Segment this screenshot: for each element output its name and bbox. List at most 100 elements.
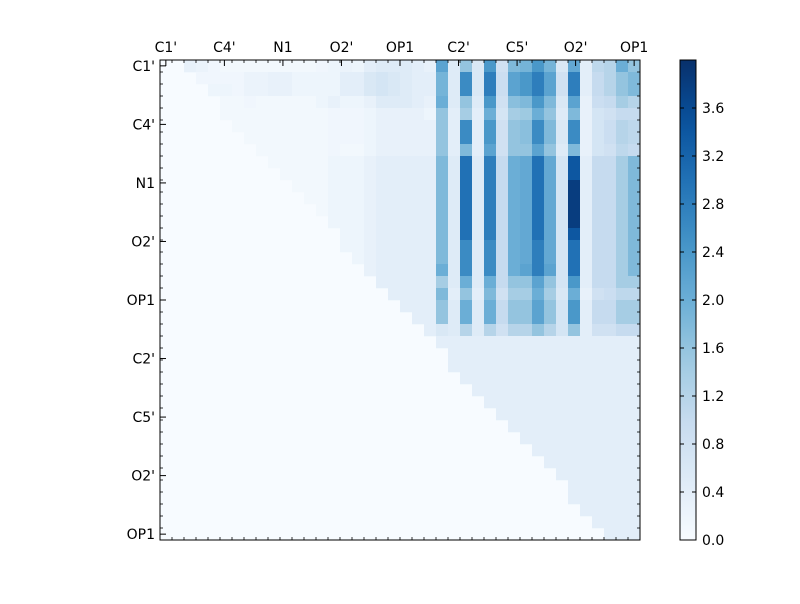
heatmap-cell bbox=[544, 420, 557, 433]
heatmap-cell bbox=[544, 300, 557, 313]
heatmap-cell bbox=[304, 192, 317, 205]
heatmap-cell bbox=[556, 216, 569, 229]
heatmap-cell bbox=[508, 216, 521, 229]
heatmap-cell bbox=[448, 156, 461, 169]
heatmap-cell bbox=[364, 168, 377, 181]
heatmap-cell bbox=[460, 72, 473, 85]
heatmap-cell bbox=[376, 132, 389, 145]
heatmap-cell bbox=[364, 60, 377, 73]
heatmap-cell bbox=[568, 252, 581, 265]
heatmap-cell bbox=[592, 516, 605, 529]
heatmap-cell bbox=[508, 276, 521, 289]
heatmap-cell bbox=[496, 288, 509, 301]
heatmap-cell bbox=[496, 312, 509, 325]
heatmap-cell bbox=[460, 108, 473, 121]
heatmap-cell bbox=[376, 168, 389, 181]
heatmap-cell bbox=[556, 324, 569, 337]
heatmap-cell bbox=[484, 348, 497, 361]
heatmap-cell bbox=[520, 228, 533, 241]
heatmap-cell bbox=[616, 60, 629, 73]
heatmap-cell bbox=[628, 108, 641, 121]
heatmap-cell bbox=[352, 120, 365, 133]
heatmap-cell bbox=[268, 132, 281, 145]
heatmap-cell bbox=[304, 180, 317, 193]
heatmap-cell bbox=[496, 264, 509, 277]
heatmap-cell bbox=[496, 240, 509, 253]
heatmap-cell bbox=[580, 288, 593, 301]
heatmap-cell bbox=[592, 192, 605, 205]
heatmap-cell bbox=[568, 300, 581, 313]
heatmap-cell bbox=[364, 156, 377, 169]
heatmap-cell bbox=[412, 144, 425, 157]
heatmap-cell bbox=[508, 372, 521, 385]
heatmap-cell bbox=[532, 288, 545, 301]
heatmap-cell bbox=[376, 156, 389, 169]
heatmap-cell bbox=[376, 228, 389, 241]
heatmap-cell bbox=[412, 252, 425, 265]
heatmap-cell bbox=[472, 264, 485, 277]
heatmap-cell bbox=[484, 60, 497, 73]
heatmap-cell bbox=[592, 240, 605, 253]
heatmap-cell bbox=[520, 156, 533, 169]
heatmap-cell bbox=[604, 420, 617, 433]
heatmap-cell bbox=[436, 108, 449, 121]
heatmap-cell bbox=[484, 108, 497, 121]
heatmap-cell bbox=[388, 228, 401, 241]
heatmap-cell bbox=[532, 408, 545, 421]
heatmap-cell bbox=[556, 84, 569, 97]
heatmap-cell bbox=[520, 120, 533, 133]
heatmap-cell bbox=[628, 384, 641, 397]
heatmap-cell bbox=[580, 480, 593, 493]
heatmap-cell bbox=[628, 420, 641, 433]
heatmap-cell bbox=[604, 432, 617, 445]
heatmap-cell bbox=[556, 384, 569, 397]
colorbar-tick-label: 1.6 bbox=[702, 341, 724, 357]
heatmap-cell bbox=[388, 84, 401, 97]
y-tick-label: C4' bbox=[132, 117, 155, 133]
heatmap-cell bbox=[604, 84, 617, 97]
heatmap-cell bbox=[496, 180, 509, 193]
heatmap-cell bbox=[520, 336, 533, 349]
heatmap-cell bbox=[508, 312, 521, 325]
heatmap-cell bbox=[280, 156, 293, 169]
heatmap-cell bbox=[316, 72, 329, 85]
heatmap-cell bbox=[460, 336, 473, 349]
heatmap-cell bbox=[604, 96, 617, 109]
heatmap-cell bbox=[496, 396, 509, 409]
heatmap-cell bbox=[292, 72, 305, 85]
heatmap-cell bbox=[292, 84, 305, 97]
heatmap-cell bbox=[484, 336, 497, 349]
heatmap-cell bbox=[364, 192, 377, 205]
heatmap-cell bbox=[496, 324, 509, 337]
heatmap-cell bbox=[508, 264, 521, 277]
heatmap-cell bbox=[508, 204, 521, 217]
heatmap-cell bbox=[556, 396, 569, 409]
heatmap-cell bbox=[520, 324, 533, 337]
heatmap-cell bbox=[556, 432, 569, 445]
heatmap-cell bbox=[628, 444, 641, 457]
heatmap-cell bbox=[460, 216, 473, 229]
heatmap-cell bbox=[472, 132, 485, 145]
y-tick-label: C5' bbox=[132, 410, 155, 426]
heatmap-cell bbox=[532, 156, 545, 169]
heatmap-cell bbox=[472, 240, 485, 253]
heatmap-cell bbox=[280, 72, 293, 85]
heatmap-cell bbox=[580, 96, 593, 109]
heatmap-cell bbox=[604, 288, 617, 301]
heatmap-cell bbox=[520, 252, 533, 265]
heatmap-cell bbox=[460, 264, 473, 277]
heatmap-cell bbox=[328, 204, 341, 217]
heatmap-cell bbox=[544, 324, 557, 337]
heatmap-cell bbox=[568, 240, 581, 253]
heatmap-cell bbox=[448, 240, 461, 253]
heatmap-cell bbox=[328, 216, 341, 229]
heatmap-cell bbox=[304, 144, 317, 157]
heatmap-cell bbox=[460, 180, 473, 193]
heatmap-cell bbox=[388, 60, 401, 73]
heatmap-cell bbox=[328, 72, 341, 85]
heatmap-cell bbox=[580, 456, 593, 469]
heatmap-cell bbox=[556, 144, 569, 157]
heatmap-cell bbox=[340, 192, 353, 205]
heatmap-cell bbox=[544, 228, 557, 241]
heatmap-cell bbox=[616, 180, 629, 193]
